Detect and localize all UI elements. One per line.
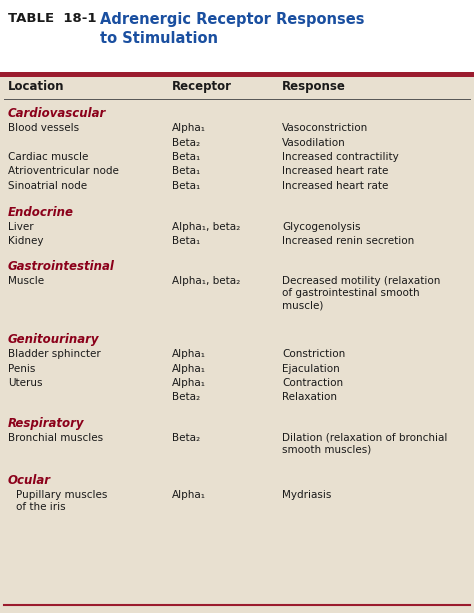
Text: Kidney: Kidney bbox=[8, 236, 44, 246]
Text: Increased heart rate: Increased heart rate bbox=[282, 181, 388, 191]
Text: Genitourinary: Genitourinary bbox=[8, 333, 100, 346]
Text: Alpha₁, beta₂: Alpha₁, beta₂ bbox=[172, 276, 240, 286]
Text: Cardiovascular: Cardiovascular bbox=[8, 107, 106, 120]
Text: Muscle: Muscle bbox=[8, 276, 44, 286]
Text: Receptor: Receptor bbox=[172, 80, 232, 93]
Text: Beta₂: Beta₂ bbox=[172, 433, 200, 443]
Text: Increased renin secretion: Increased renin secretion bbox=[282, 236, 414, 246]
Text: Bronchial muscles: Bronchial muscles bbox=[8, 433, 103, 443]
Text: Alpha₁: Alpha₁ bbox=[172, 490, 206, 500]
Text: Bladder sphincter: Bladder sphincter bbox=[8, 349, 101, 359]
Text: Liver: Liver bbox=[8, 221, 34, 232]
Text: Atrioventricular node: Atrioventricular node bbox=[8, 167, 119, 177]
Text: Ejaculation: Ejaculation bbox=[282, 364, 340, 373]
Text: Vasodilation: Vasodilation bbox=[282, 137, 346, 148]
Text: Alpha₁: Alpha₁ bbox=[172, 123, 206, 133]
Text: Constriction: Constriction bbox=[282, 349, 345, 359]
Text: Pupillary muscles
of the iris: Pupillary muscles of the iris bbox=[16, 490, 108, 511]
Text: Increased contractility: Increased contractility bbox=[282, 152, 399, 162]
Text: Gastrointestinal: Gastrointestinal bbox=[8, 261, 115, 273]
Text: Alpha₁, beta₂: Alpha₁, beta₂ bbox=[172, 221, 240, 232]
Bar bbox=[0, 72, 474, 77]
Text: Beta₂: Beta₂ bbox=[172, 392, 200, 403]
Text: Cardiac muscle: Cardiac muscle bbox=[8, 152, 88, 162]
Text: Alpha₁: Alpha₁ bbox=[172, 349, 206, 359]
Text: Adrenergic Receptor Responses
to Stimulation: Adrenergic Receptor Responses to Stimula… bbox=[100, 12, 365, 46]
Text: Location: Location bbox=[8, 80, 64, 93]
Text: Beta₁: Beta₁ bbox=[172, 181, 200, 191]
Text: Beta₁: Beta₁ bbox=[172, 236, 200, 246]
Text: Glycogenolysis: Glycogenolysis bbox=[282, 221, 361, 232]
Text: Respiratory: Respiratory bbox=[8, 417, 84, 430]
Text: Penis: Penis bbox=[8, 364, 36, 373]
Text: Sinoatrial node: Sinoatrial node bbox=[8, 181, 87, 191]
Text: Mydriasis: Mydriasis bbox=[282, 490, 331, 500]
Text: Alpha₁: Alpha₁ bbox=[172, 378, 206, 388]
Text: Blood vessels: Blood vessels bbox=[8, 123, 79, 133]
Text: Alpha₁: Alpha₁ bbox=[172, 364, 206, 373]
Text: Response: Response bbox=[282, 80, 346, 93]
Text: Vasoconstriction: Vasoconstriction bbox=[282, 123, 368, 133]
Text: Decreased motility (relaxation
of gastrointestinal smooth
muscle): Decreased motility (relaxation of gastro… bbox=[282, 276, 440, 311]
Text: Beta₁: Beta₁ bbox=[172, 152, 200, 162]
Text: Uterus: Uterus bbox=[8, 378, 43, 388]
Text: Beta₁: Beta₁ bbox=[172, 167, 200, 177]
Bar bbox=[0, 0, 474, 72]
Text: Ocular: Ocular bbox=[8, 473, 51, 487]
Text: Dilation (relaxation of bronchial
smooth muscles): Dilation (relaxation of bronchial smooth… bbox=[282, 433, 447, 455]
Text: TABLE  18-1: TABLE 18-1 bbox=[8, 12, 97, 25]
Text: Endocrine: Endocrine bbox=[8, 205, 74, 218]
Text: Increased heart rate: Increased heart rate bbox=[282, 167, 388, 177]
Text: Beta₂: Beta₂ bbox=[172, 137, 200, 148]
Text: Relaxation: Relaxation bbox=[282, 392, 337, 403]
Text: Contraction: Contraction bbox=[282, 378, 343, 388]
